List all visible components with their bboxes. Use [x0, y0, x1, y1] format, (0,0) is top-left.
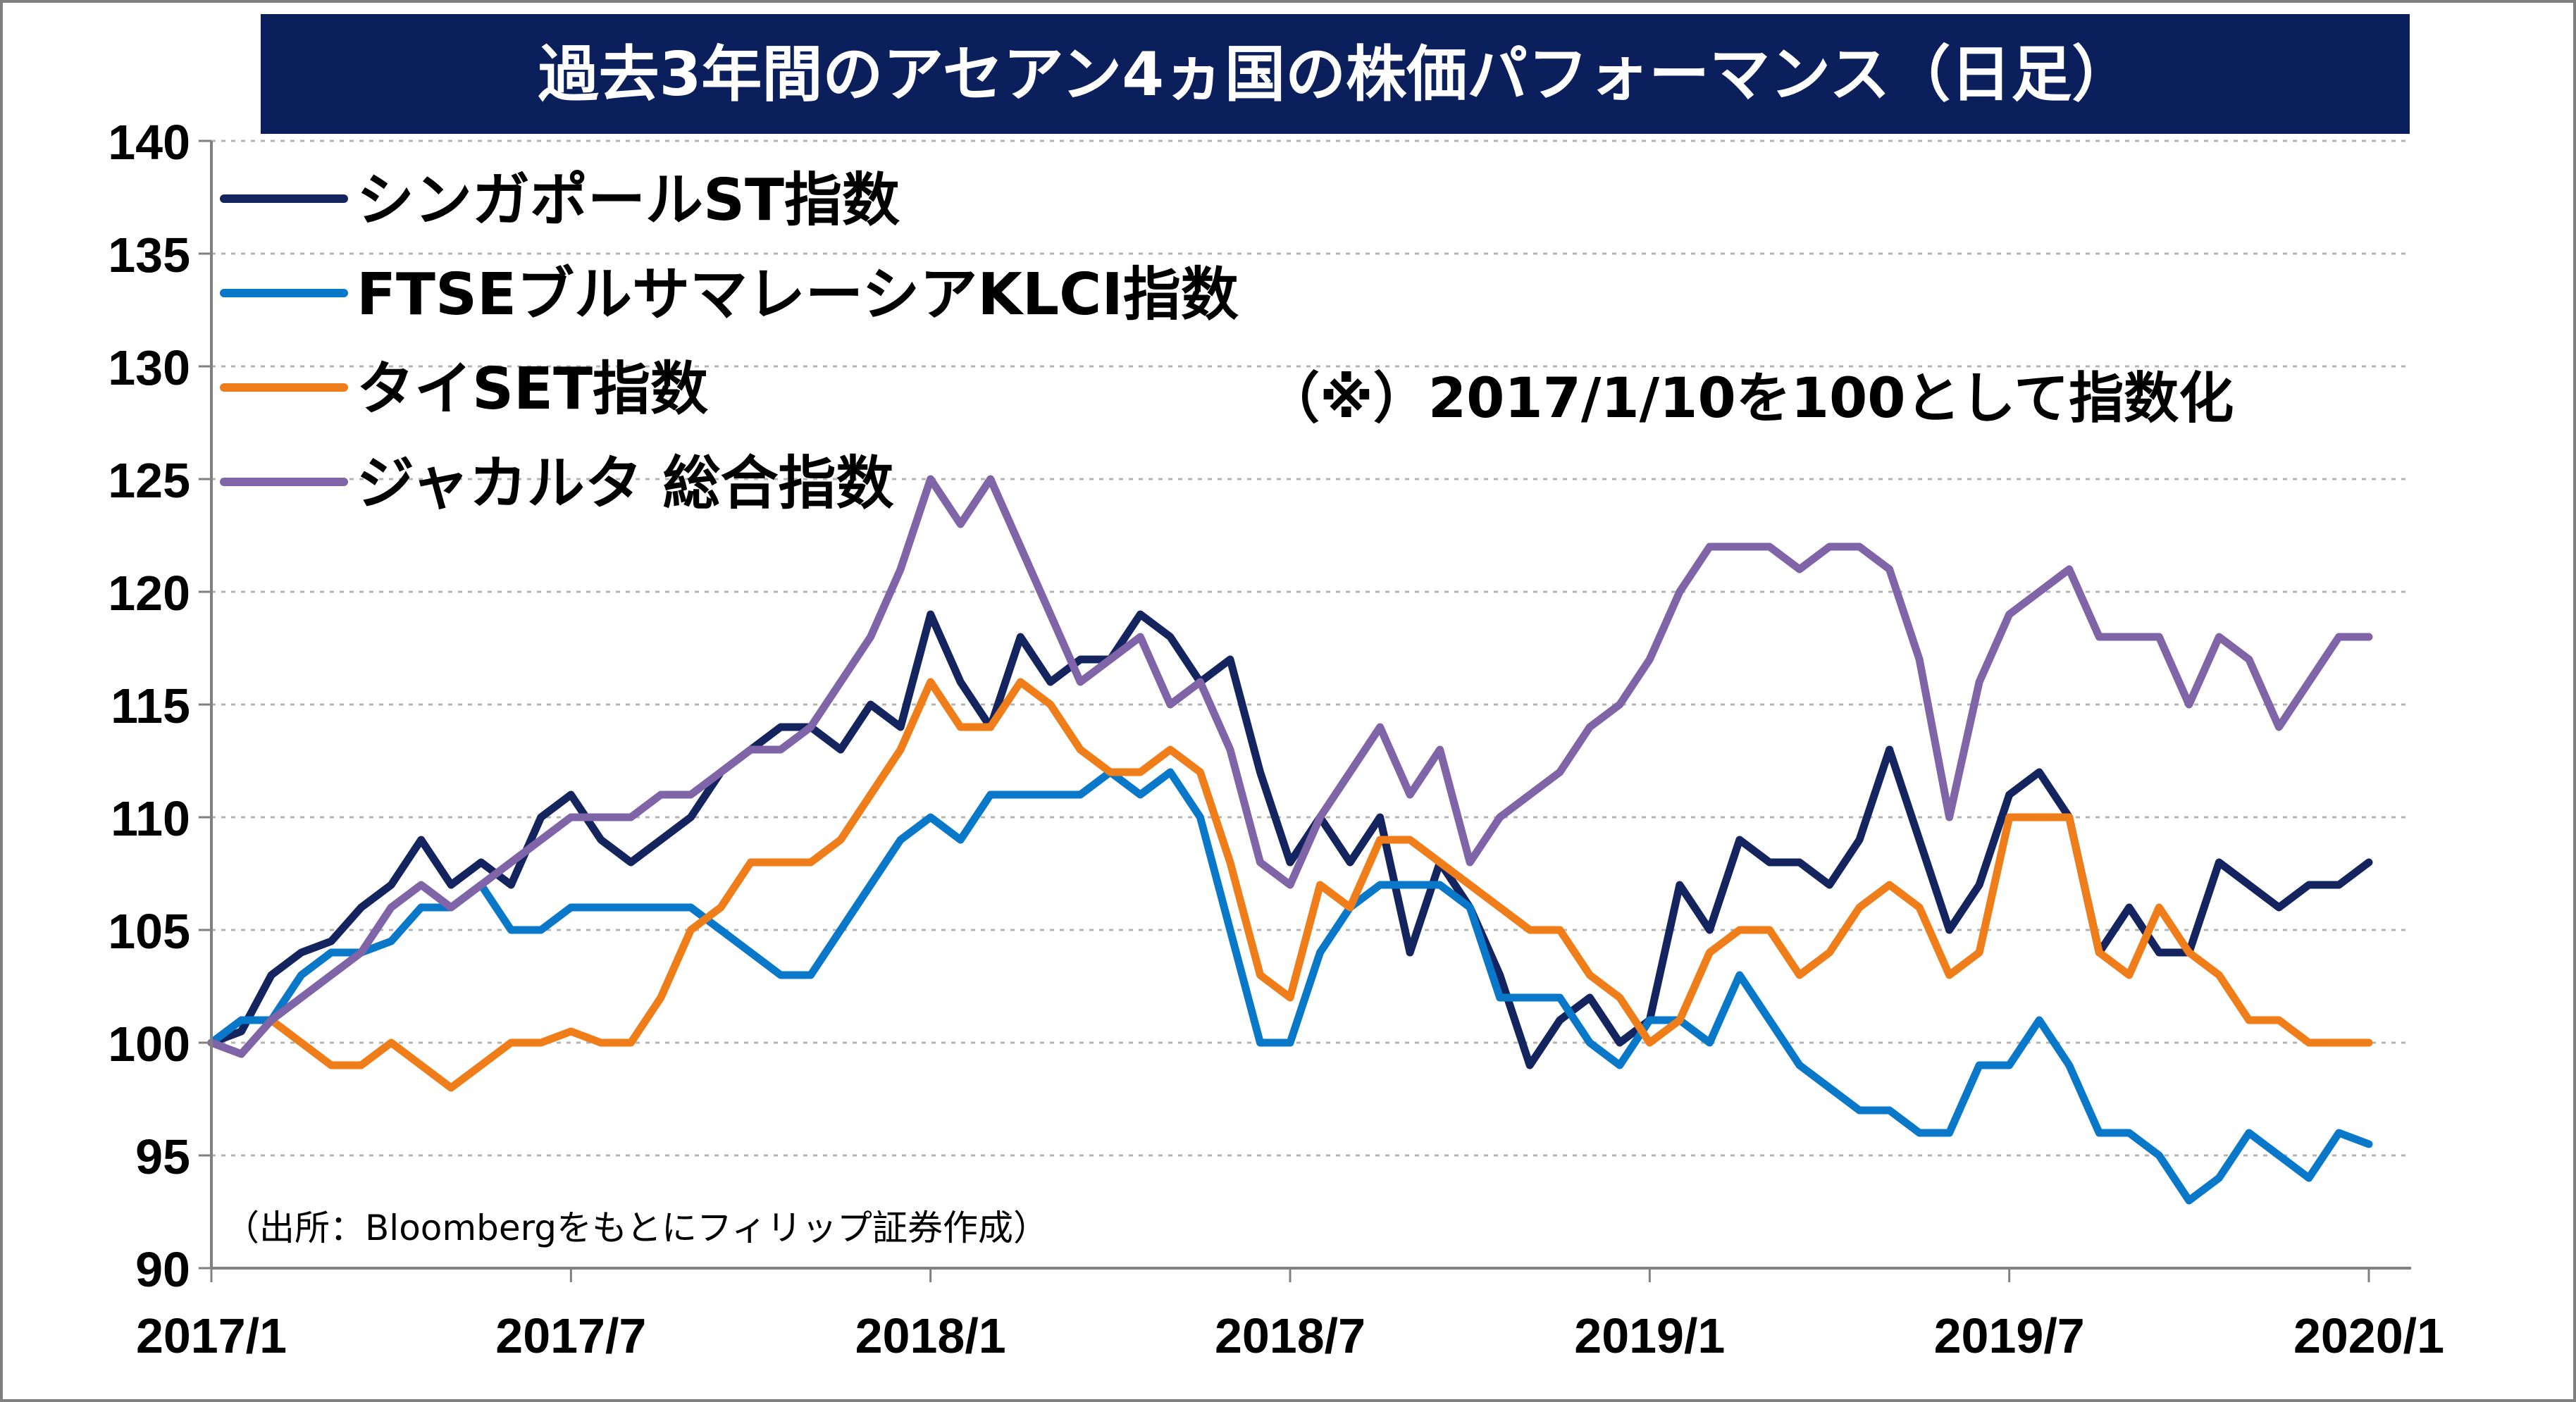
legend: シンガポールST指数 FTSEブルサマレーシアKLCI指数タイSET指数ジャカルタ… — [220, 167, 1239, 517]
x-tick-label: 2019/7 — [1934, 1308, 2085, 1363]
y-tick-label: 140 — [108, 115, 190, 170]
y-tick-label: 90 — [135, 1242, 190, 1297]
x-axis-ticks: 2017/1 2017/7 2018/1 2018/7 2019/1 2019/7 2020… — [136, 1268, 2444, 1363]
series-line-2 — [207, 768, 2373, 1205]
series-layer — [207, 475, 2373, 1205]
title-banner — [261, 14, 2410, 134]
series-line-4 — [207, 475, 2373, 1058]
y-tick-label: 95 — [135, 1129, 190, 1184]
y-tick-label: 110 — [111, 791, 190, 846]
legend-label: ジャカルタ 総合指数 — [357, 450, 893, 517]
normalization-note: （※）2017/1/10を100として指数化 — [1265, 367, 2234, 430]
x-tick-label: 2017/1 — [136, 1308, 287, 1363]
y-tick-label: 125 — [108, 453, 190, 508]
source-note: （出所：Bloombergをもとにフィリップ証券作成） — [224, 1208, 1048, 1248]
y-tick-label: 115 — [111, 678, 190, 733]
x-tick-label: 2018/7 — [1215, 1308, 1366, 1363]
y-axis-ticks: 90 95 100 105 110 115 120 125 130 135 140 — [108, 115, 211, 1297]
y-tick-label: 130 — [108, 340, 190, 395]
x-tick-label: 2020/1 — [2293, 1308, 2444, 1363]
x-tick-label: 2019/1 — [1574, 1308, 1725, 1363]
y-tick-label: 135 — [108, 228, 190, 283]
y-tick-label: 105 — [108, 904, 190, 959]
y-tick-label: 100 — [108, 1017, 190, 1072]
series-line-1 — [207, 610, 2373, 1069]
chart-title: 過去3年間のアセアン4ヵ国の株価パフォーマンス（日足） — [538, 39, 2133, 110]
legend-label: シンガポールST指数 — [357, 167, 900, 234]
legend-label: タイSET指数 — [357, 356, 708, 423]
series-line-3 — [207, 678, 2373, 1092]
y-tick-label: 120 — [108, 566, 190, 621]
legend-label: FTSEブルサマレーシアKLCI指数 — [357, 261, 1239, 328]
x-tick-label: 2017/7 — [495, 1308, 646, 1363]
x-tick-label: 2018/1 — [855, 1308, 1006, 1363]
